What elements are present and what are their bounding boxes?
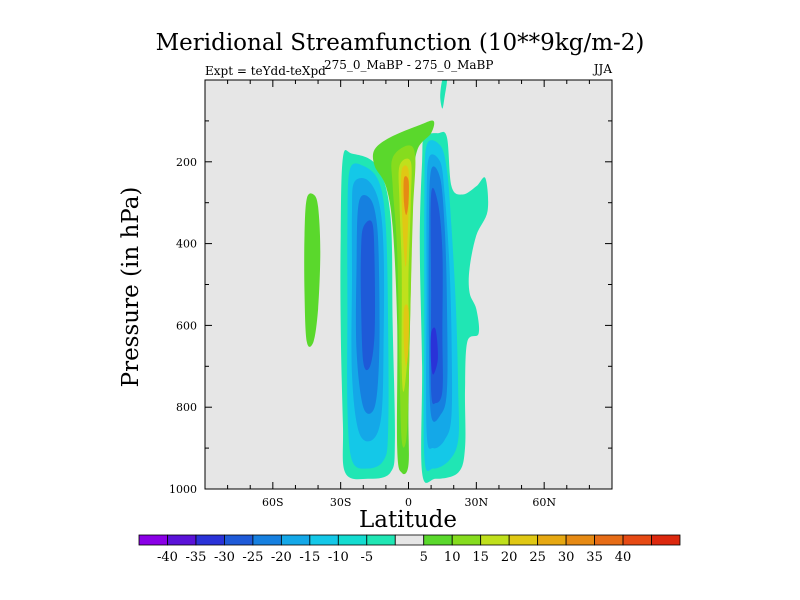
- colorbar-label: 15: [472, 550, 489, 565]
- x-tick-label: 0: [405, 496, 412, 509]
- colorbar-label: -40: [157, 550, 178, 565]
- chart-subtitle-left: Expt = teYdd-teXpd: [205, 64, 326, 78]
- y-tick-label: 400: [176, 238, 197, 251]
- colorbar-swatch: [423, 534, 453, 546]
- colorbar-swatch: [622, 534, 652, 546]
- y-axis-title: Pressure (in hPa): [118, 187, 144, 388]
- colorbar-swatch: [451, 534, 482, 546]
- plot-area: [204, 79, 613, 490]
- y-tick-label: 600: [176, 319, 197, 332]
- colorbar-swatch: [337, 534, 368, 546]
- contour-region-0: [304, 193, 321, 347]
- colorbar-label: -10: [328, 550, 349, 565]
- colorbar-swatch: [167, 534, 197, 546]
- contour-region-11: [430, 327, 438, 375]
- colorbar-swatch: [651, 534, 681, 546]
- colorbar-label: 25: [529, 550, 546, 565]
- colorbar-swatch: [309, 534, 339, 546]
- colorbar-label: 35: [586, 550, 603, 565]
- colorbar-swatch: [366, 534, 396, 546]
- colorbar-label: -25: [242, 550, 263, 565]
- colorbar-label: -35: [185, 550, 206, 565]
- x-axis-title: Latitude: [359, 507, 457, 533]
- colorbar-swatch: [224, 534, 254, 546]
- y-tick-label: 1000: [169, 483, 197, 496]
- colorbar-label: 10: [444, 550, 461, 565]
- contour-region-17: [403, 304, 409, 367]
- colorbar-label: -30: [214, 550, 235, 565]
- colorbar-swatch: [195, 534, 225, 546]
- colorbar-swatch: [565, 534, 595, 546]
- x-tick-label: 60N: [532, 496, 556, 509]
- x-tick-label: 30S: [330, 496, 352, 509]
- colorbar-swatch: [594, 534, 624, 546]
- chart-subtitle-right: 275_0_MaBP - 275_0_MaBP: [324, 58, 494, 72]
- colorbar-label: -20: [271, 550, 292, 565]
- colorbar-swatch: [252, 534, 282, 546]
- colorbar-swatch: [394, 534, 425, 546]
- contour-region-16: [403, 176, 409, 215]
- axes: 60S 30S 0 30N 60N 200 400 600 800 1000: [169, 80, 613, 509]
- colorbar-swatch: [537, 534, 567, 546]
- colorbar-label: 5: [420, 550, 428, 565]
- colorbar-swatch: [280, 534, 311, 546]
- colorbar-label: -5: [360, 550, 373, 565]
- colorbar-label: 20: [501, 550, 518, 565]
- chart-title: Meridional Streamfunction (10**9kg/m-2): [155, 30, 645, 56]
- contour-region-18: [440, 80, 447, 109]
- colorbar: -40 -35 -30 -25 -20 -15 -10 -5 5 10 15 20 25 30 35 40: [138, 534, 681, 565]
- colorbar-swatch: [480, 534, 510, 546]
- colorbar-label: 30: [558, 550, 575, 565]
- colorbar-swatch: [508, 534, 539, 546]
- colorbar-label: 40: [615, 550, 632, 565]
- contour-region-5: [360, 220, 376, 371]
- colorbar-swatch: [138, 534, 168, 546]
- colorbar-label: -15: [299, 550, 320, 565]
- y-tick-label: 200: [176, 156, 197, 169]
- x-tick-label: 30N: [465, 496, 489, 509]
- y-tick-label: 800: [176, 401, 197, 414]
- x-tick-label: 60S: [262, 496, 284, 509]
- season-label: JJA: [593, 62, 612, 76]
